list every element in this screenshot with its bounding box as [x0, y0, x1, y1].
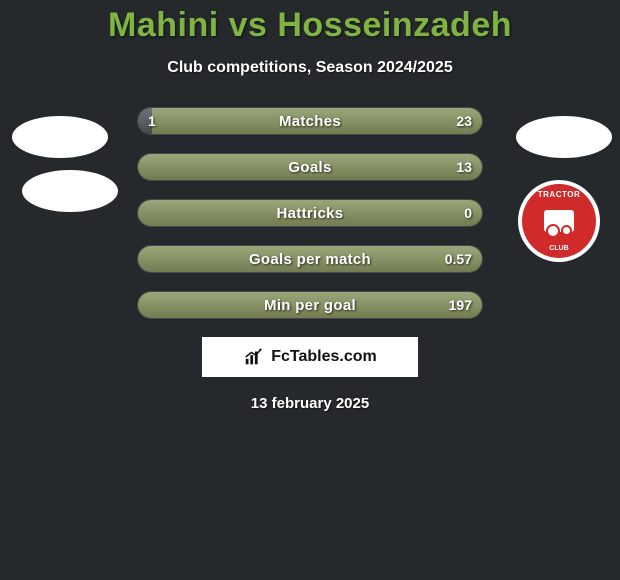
- stat-bar: Goals13: [137, 153, 483, 181]
- stat-bar-right-value: 0: [464, 200, 472, 226]
- player-avatar-right-1: [516, 116, 612, 158]
- comparison-infographic: Mahini vs Hosseinzadeh Club competitions…: [0, 0, 620, 412]
- brand-box: FcTables.com: [202, 337, 418, 377]
- player-avatar-left-2: [22, 170, 118, 212]
- stat-bar-label: Min per goal: [138, 292, 482, 318]
- date: 13 february 2025: [0, 395, 620, 412]
- tractor-icon: [544, 210, 574, 232]
- player-avatar-left-1: [12, 116, 108, 158]
- stat-bar-right-value: 13: [456, 154, 472, 180]
- stat-bar: Hattricks0: [137, 199, 483, 227]
- page-title: Mahini vs Hosseinzadeh: [0, 0, 620, 45]
- subtitle: Club competitions, Season 2024/2025: [0, 59, 620, 77]
- stat-bar-left-value: 1: [148, 108, 156, 134]
- stat-bar-label: Hattricks: [138, 200, 482, 226]
- stat-bar: Min per goal197: [137, 291, 483, 319]
- comparison-bars: Matches1 23 Goals13 Hattricks0 Goals per mat…: [137, 107, 483, 319]
- stat-bar: Goals per match0.57: [137, 245, 483, 273]
- club-bottom-text: CLUB: [522, 245, 596, 252]
- stat-bar-label: Goals: [138, 154, 482, 180]
- brand-text: FcTables.com: [271, 348, 377, 366]
- stat-bar-right-value: 197: [449, 292, 472, 318]
- stat-bar-right-value: 23: [456, 108, 472, 134]
- club-badge: TRACTOR CLUB: [518, 180, 600, 262]
- stat-bar-label: Goals per match: [138, 246, 482, 272]
- brand-chart-icon: [243, 346, 265, 368]
- stat-bar-right-value: 0.57: [445, 246, 472, 272]
- stat-bar: Matches1 23: [137, 107, 483, 135]
- stat-bar-label: Matches: [138, 108, 482, 134]
- club-top-text: TRACTOR: [522, 190, 596, 199]
